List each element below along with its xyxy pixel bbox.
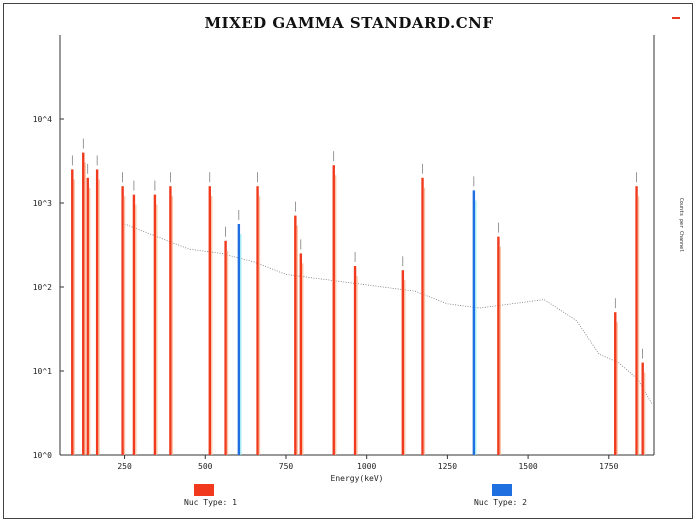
peak-bar <box>132 194 136 455</box>
peak-bar <box>299 253 303 455</box>
x-tick-label-2: 750 <box>279 462 294 471</box>
y-tick-label-4: 10^4 <box>33 115 52 124</box>
y-axis-label: Counts per Channel <box>678 198 684 252</box>
peak-bar <box>635 186 638 455</box>
peak-bar <box>614 312 617 455</box>
x-tick-label-4: 1250 <box>438 462 457 471</box>
peak-shoulder <box>616 322 618 455</box>
peak-shoulder <box>156 204 158 455</box>
legend: Nuc Type: 1 Nuc Type: 2 <box>0 478 698 518</box>
x-tick-label-0: 250 <box>117 462 132 471</box>
peak-bar <box>82 152 85 455</box>
y-tick-label-1: 10^1 <box>33 367 52 376</box>
continuum-line <box>124 223 653 405</box>
peak-shoulder <box>226 250 229 455</box>
peak-shoulder <box>240 234 242 455</box>
peak-bar <box>95 169 99 455</box>
peak-shoulder <box>135 204 137 455</box>
peak-bar <box>169 186 172 455</box>
x-tick-label-3: 1000 <box>357 462 376 471</box>
x-tick-label-1: 500 <box>198 462 213 471</box>
x-axis-label: Energy(keV) <box>331 474 384 483</box>
peak-shoulder <box>643 372 646 455</box>
peak-shoulder <box>210 196 213 455</box>
peak-bar <box>472 190 476 455</box>
peak-bar <box>237 224 241 455</box>
peak-shoulder <box>73 179 75 455</box>
peak-bar <box>256 186 259 455</box>
peak-shoulder <box>98 179 100 455</box>
y-tick-label-0: 10^0 <box>33 451 52 460</box>
peak-shoulder <box>404 280 406 455</box>
peak-shoulder <box>475 200 477 455</box>
y-tick-label-3: 10^3 <box>33 199 52 208</box>
peak-bar <box>641 362 644 455</box>
peak-bar <box>421 177 424 456</box>
peak-shoulder <box>171 196 174 455</box>
peak-bar <box>121 186 124 455</box>
legend-label-type-2: Nuc Type: 2 <box>474 498 527 507</box>
corner-marker <box>672 17 680 19</box>
y-tick-label-2: 10^2 <box>33 283 52 292</box>
peak-bar <box>332 165 335 455</box>
peak-bar <box>208 186 211 455</box>
peak-shoulder <box>499 246 501 455</box>
legend-label-type-1: Nuc Type: 1 <box>184 498 237 507</box>
peak-shoulder <box>296 225 298 455</box>
legend-swatch-type-1 <box>194 484 214 496</box>
peak-bar <box>153 194 157 455</box>
peak-shoulder <box>423 187 426 456</box>
peak-shoulder <box>84 162 86 455</box>
peak-bar <box>294 215 297 455</box>
peak-bar <box>86 177 89 456</box>
peak-bar <box>71 169 74 455</box>
peak-shoulder <box>356 276 358 455</box>
peak-bar <box>401 270 405 455</box>
chart-frame <box>3 3 693 519</box>
legend-swatch-type-2 <box>492 484 512 496</box>
peak-shoulder <box>334 175 337 455</box>
peak-bar <box>224 240 227 455</box>
x-tick-label-5: 1500 <box>518 462 537 471</box>
peak-shoulder <box>637 196 640 455</box>
peak-shoulder <box>88 187 91 456</box>
chart-title: MIXED GAMMA STANDARD.CNF <box>204 14 494 32</box>
x-tick-label-6: 1750 <box>599 462 618 471</box>
peak-shoulder <box>258 196 261 455</box>
peak-shoulder <box>123 196 126 455</box>
peak-bar <box>497 236 500 455</box>
peak-bar <box>353 266 357 455</box>
peak-shoulder <box>302 263 304 455</box>
